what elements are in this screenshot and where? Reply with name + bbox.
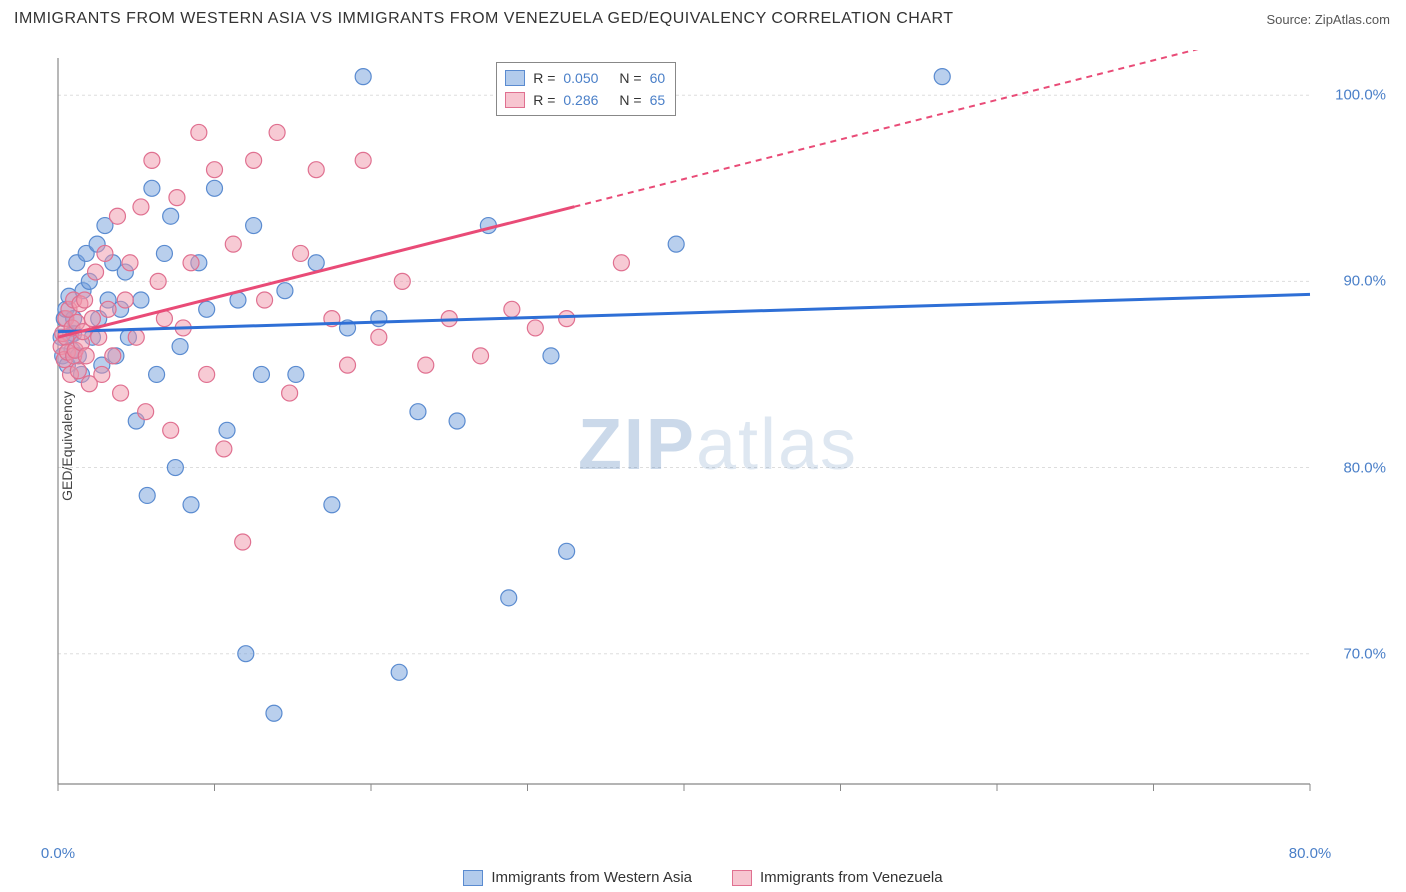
legend-swatch xyxy=(732,870,752,886)
legend-n-value: 65 xyxy=(650,92,666,108)
series-legend-label: Immigrants from Venezuela xyxy=(760,869,943,886)
y-tick-label: 80.0% xyxy=(1343,459,1386,476)
series-legend-item: Immigrants from Western Asia xyxy=(463,869,692,886)
legend-n-value: 60 xyxy=(650,70,666,86)
x-tick-label: 0.0% xyxy=(41,845,75,862)
legend-swatch xyxy=(505,92,525,108)
legend-n-label: N = xyxy=(619,70,641,86)
y-tick-label: 90.0% xyxy=(1343,273,1386,290)
x-tick-label: 80.0% xyxy=(1289,845,1332,862)
legend-swatch xyxy=(505,70,525,86)
legend-row: R = 0.286 N = 65 xyxy=(505,89,665,111)
legend-n-label: N = xyxy=(619,92,641,108)
plot-svg xyxy=(46,50,1390,840)
legend-r-value: 0.286 xyxy=(563,92,611,108)
legend-swatch xyxy=(463,870,483,886)
legend-row: R = 0.050 N = 60 xyxy=(505,67,665,89)
source-name: ZipAtlas.com xyxy=(1315,12,1390,27)
scatter-plot: ZIPatlas xyxy=(46,50,1390,840)
series-legend-item: Immigrants from Venezuela xyxy=(732,869,943,886)
correlation-legend: R = 0.050 N = 60 R = 0.286 N = 65 xyxy=(496,62,676,116)
series-legend-label: Immigrants from Western Asia xyxy=(491,869,692,886)
legend-r-value: 0.050 xyxy=(563,70,611,86)
source-attribution: Source: ZipAtlas.com xyxy=(1266,12,1390,27)
chart-title: IMMIGRANTS FROM WESTERN ASIA VS IMMIGRAN… xyxy=(14,10,954,28)
y-tick-label: 100.0% xyxy=(1335,87,1386,104)
legend-r-label: R = xyxy=(533,92,555,108)
legend-r-label: R = xyxy=(533,70,555,86)
y-tick-label: 70.0% xyxy=(1343,645,1386,662)
series-legend: Immigrants from Western Asia Immigrants f… xyxy=(0,869,1406,886)
source-prefix: Source: xyxy=(1266,12,1314,27)
